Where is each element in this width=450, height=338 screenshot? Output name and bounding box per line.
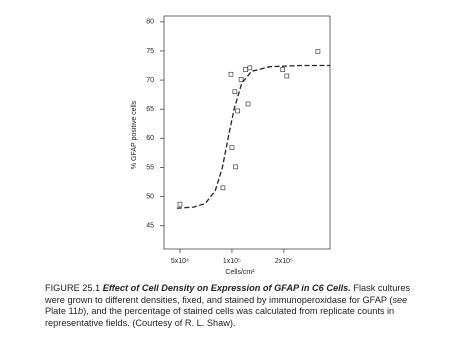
data-point — [247, 65, 253, 71]
data-point — [284, 73, 290, 79]
y-tick-label: 70 — [146, 77, 154, 84]
data-point — [238, 77, 244, 82]
y-tick-label: 65 — [146, 106, 154, 113]
data-point — [280, 67, 286, 72]
x-axis-label: Cells/cm² — [225, 269, 255, 276]
caption-heading: Effect of Cell Density on Expression of … — [102, 283, 351, 293]
data-point — [232, 89, 238, 95]
data-point — [233, 164, 238, 170]
caption-label: FIGURE 25.1 — [45, 283, 101, 293]
plot-frame — [163, 15, 331, 250]
y-tick-label: 60 — [146, 135, 154, 142]
fit-curve — [176, 64, 330, 209]
caption-text: Flask cultures were grown to different d… — [45, 283, 411, 305]
caption-plate: Plate 11 — [45, 306, 79, 316]
y-tick-label: 75 — [146, 48, 154, 55]
y-tick-label: 45 — [146, 223, 154, 230]
data-point — [315, 49, 321, 54]
caption: FIGURE 25.1 Effect of Cell Density on Ex… — [45, 283, 417, 329]
caption-plate-letter: b — [78, 306, 84, 316]
x-tick-label: 2x10⁵ — [275, 258, 293, 265]
x-tick-label: 1x10⁵ — [223, 258, 241, 265]
data-point — [229, 145, 235, 150]
data-point — [245, 101, 251, 107]
caption-text: ), and the percentage of stained cells w… — [45, 306, 395, 328]
chart: % GFAP positive cells Cells/cm² 45 50 55 60… — [131, 15, 331, 276]
data-point — [235, 108, 241, 114]
y-tick-label: 50 — [146, 193, 154, 200]
data-point — [228, 71, 234, 77]
y-axis-label: % GFAP positive cells — [131, 100, 138, 169]
caption-see: see — [392, 294, 408, 305]
data-point — [220, 185, 226, 191]
data-point — [177, 201, 183, 207]
data-point — [243, 67, 248, 72]
y-tick-label: 55 — [146, 164, 154, 171]
y-tick-label: 80 — [146, 19, 154, 26]
x-tick-label: 5x10⁴ — [171, 258, 189, 265]
